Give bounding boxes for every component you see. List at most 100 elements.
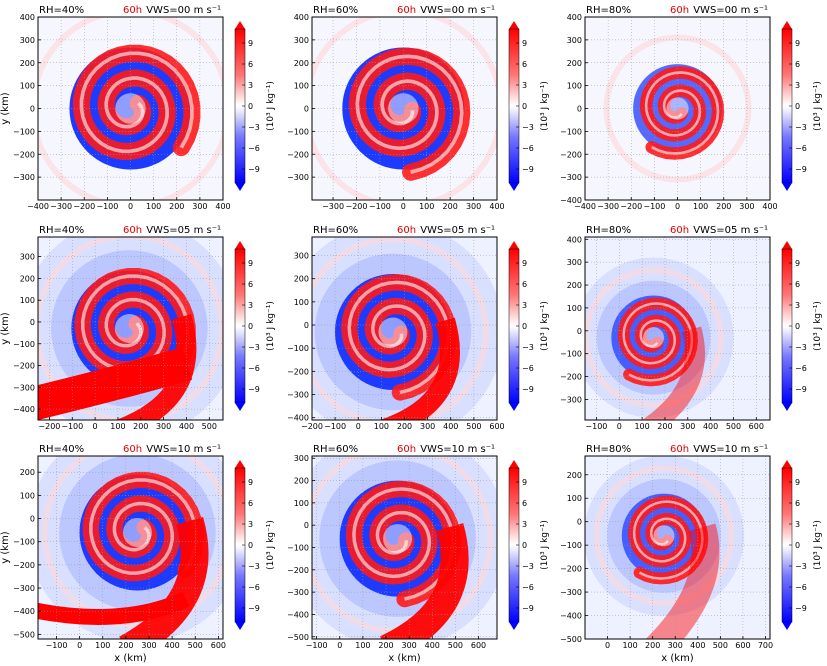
colorbar-tick-label: −3 [795,343,807,352]
colorbar-tick-label: 0 [522,322,527,331]
colorbar-tick-label: 3 [522,81,527,90]
colorbar: 9 6 3 0 −3 −6 −9 (10³ J kg⁻¹) [781,460,823,630]
x-tick-label: −200 [38,422,60,431]
colorbar-tick-label: −6 [522,144,534,153]
y-tick-label: 300 [294,36,309,45]
colorbar-tick-label: 0 [248,322,253,331]
y-tick-label: 300 [567,258,582,267]
x-tick-label: 600 [489,422,504,431]
y-tick-label: −300 [287,173,309,182]
axes-frame [37,455,224,640]
y-tick-label: −100 [13,340,35,349]
y-tick-label: 0 [577,327,582,336]
y-tick-label: 100 [20,296,35,305]
x-tick-label: 100 [95,641,110,650]
y-tick-label: −100 [287,127,309,136]
x-tick-label: −100 [324,422,346,431]
y-tick-label: 300 [294,252,309,261]
y-tick-label: −300 [560,395,582,404]
x-tick-label: 400 [762,202,777,211]
x-tick-label: 200 [657,422,672,431]
field-image [585,456,770,639]
panel-time-title: 60h [123,444,142,455]
y-tick-label: −200 [13,362,35,371]
y-tick-label: 400 [20,13,35,22]
colorbar-tick-label: −3 [522,562,534,571]
colorbar-tick-label: −3 [248,123,260,132]
colorbar-label: (10³ J kg⁻¹) [266,301,276,351]
x-tick-label: −100 [643,202,665,211]
colorbar-tick-label: 0 [248,102,253,111]
panel: −100 0 100 200 300 400 500 600 200 100 0 −100 −200 −3… [0,444,276,664]
x-tick-label: 600 [211,641,226,650]
y-tick-label: 0 [30,105,35,114]
x-tick-label: 200 [645,641,660,650]
y-tick-label: 100 [20,491,35,500]
x-tick-label: −100 [46,641,68,650]
y-tick-label: 0 [304,521,309,530]
colorbar-tick-label: 6 [795,280,800,289]
colorbar: 9 6 3 0 −3 −6 −9 (10³ J kg⁻¹) [508,241,550,411]
y-tick-label: −100 [287,344,309,353]
x-tick-label: 400 [690,641,705,650]
y-tick-label: −500 [287,633,309,642]
x-tick-label: 300 [680,422,695,431]
colorbar-tick-label: 6 [248,499,253,508]
x-tick-label: 0 [617,422,622,431]
colorbar-tick-label: −9 [248,604,260,613]
y-tick-label: −300 [287,391,309,400]
x-tick-label: 200 [169,202,184,211]
colorbar-tick-label: 6 [248,280,253,289]
x-tick-label: 400 [489,202,504,211]
y-tick-label: −400 [13,405,35,414]
x-tick-label: 0 [337,641,342,650]
panel-time-title: 60h [123,5,142,16]
y-tick-label: −300 [13,173,35,182]
colorbar-label: (10³ J kg⁻¹) [813,81,823,131]
y-tick-label: −100 [560,127,582,136]
colorbar-tick-label: 6 [522,60,527,69]
y-tick-label: −100 [560,350,582,359]
y-tick-label: −400 [287,414,309,423]
colorbar-tick-label: 3 [795,520,800,529]
y-tick-label: −200 [287,566,309,575]
y-tick-label: 0 [304,321,309,330]
panel-vws-title: VWS=05 m s⁻¹ [693,225,768,236]
panel: −200 −100 0 100 200 300 400 500 6003002001000−10… [287,225,550,431]
colorbar-tick-label: 3 [248,81,253,90]
y-tick-label: 200 [294,477,309,486]
panel: −100 0 100 200 300 400 500 600 300 200 100 0 −100 −20… [287,444,550,664]
x-tick-label: 400 [443,422,458,431]
y-tick-label: 300 [20,253,35,262]
x-tick-label: 400 [164,641,179,650]
colorbar-tick-label: 6 [248,60,253,69]
colorbar-label: (10³ J kg⁻¹) [266,81,276,131]
colorbar-tick-label: −6 [795,144,807,153]
x-tick-label: 0 [77,641,82,650]
panel: −200 −100 0 100 200 300 400 5003002001000−100−2… [0,225,276,431]
x-tick-label: 100 [374,422,389,431]
x-tick-label: 300 [739,202,754,211]
colorbar-tick-label: 9 [795,478,800,487]
y-axis-label: y (km) [0,531,11,564]
x-tick-label: −100 [585,422,607,431]
colorbar-label: (10³ J kg⁻¹) [813,301,823,351]
colorbar: 9 6 3 0 −3 −6 −9 (10³ J kg⁻¹) [508,460,550,630]
axes-frame [37,236,224,421]
colorbar-tick-label: −9 [795,165,807,174]
x-tick-label: 300 [192,202,207,211]
y-tick-label: 0 [304,105,309,114]
y-tick-label: −100 [560,541,582,550]
y-tick-label: 0 [577,518,582,527]
x-tick-label: 500 [713,641,728,650]
colorbar-tick-label: 6 [522,499,527,508]
y-tick-label: −200 [287,367,309,376]
panel-rh-title: RH=80% [586,444,631,455]
x-tick-label: 100 [622,641,637,650]
x-tick-label: −300 [597,202,619,211]
x-tick-label: −100 [369,202,391,211]
colorbar-tick-label: −9 [522,385,534,394]
colorbar-tick-label: −3 [248,343,260,352]
x-tick-label: 0 [675,202,680,211]
axes-frame [584,236,771,421]
